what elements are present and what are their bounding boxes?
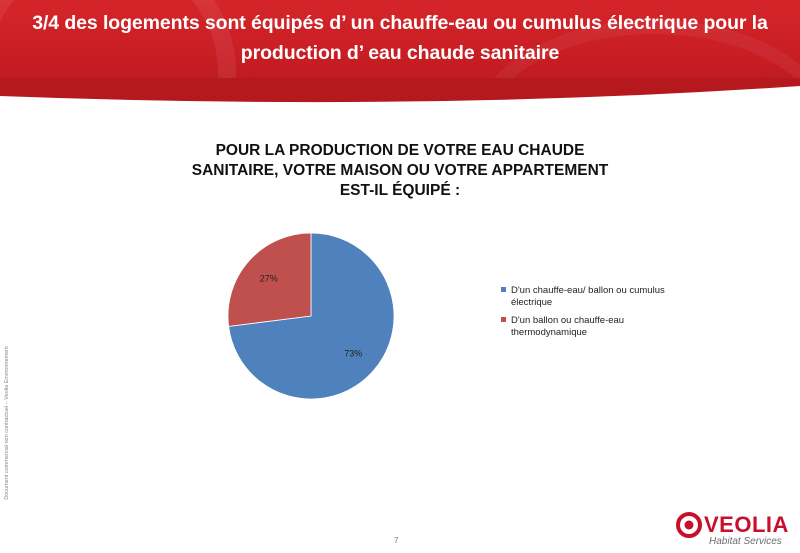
side-disclaimer: Document commercial non contractuel – Ve… (0, 300, 14, 550)
chart-title: POUR LA PRODUCTION DE VOTRE EAU CHAUDE S… (150, 141, 650, 201)
legend-label: D'un chauffe-eau/ ballon ou cumulus (511, 285, 665, 296)
veolia-logo: VEOLIA Habitat Services (676, 510, 796, 550)
side-disclaimer-text: Document commercial non contractuel – Ve… (4, 346, 10, 500)
pie-data-label: 27% (260, 274, 278, 284)
veolia-logo-subtitle: Habitat Services (709, 536, 782, 547)
legend-label: électrique (511, 297, 552, 308)
slide-title: 3/4 des logements sont équipés d’ un cha… (32, 12, 768, 64)
legend-swatch (501, 287, 506, 292)
pie-data-label: 73% (344, 348, 362, 358)
chart-title-line: EST-IL ÉQUIPÉ : (339, 182, 461, 199)
veolia-logo-icon (676, 512, 702, 538)
legend-label: D'un ballon ou chauffe-eau (511, 315, 624, 326)
header-curve-decoration (0, 78, 800, 118)
legend-swatch (501, 317, 506, 322)
chart-title-line: SANITAIRE, VOTRE MAISON OU VOTRE APPARTE… (191, 162, 609, 179)
veolia-logo-text: VEOLIA (704, 512, 789, 537)
page-number: 7 (394, 536, 399, 545)
legend-label: thermodynamique (511, 327, 587, 338)
pie-slice (227, 232, 312, 327)
chart-title-line: POUR LA PRODUCTION DE VOTRE EAU CHAUDE (215, 142, 585, 159)
